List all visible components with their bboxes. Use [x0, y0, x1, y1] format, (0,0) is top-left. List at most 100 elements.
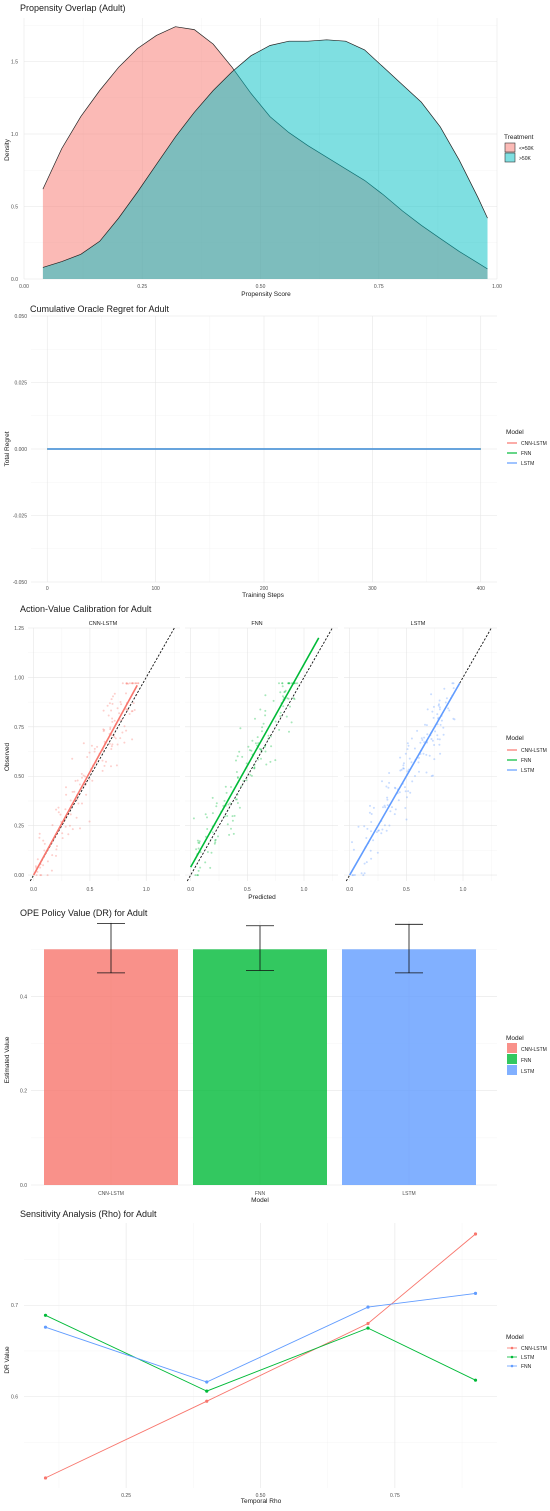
calibration-point-lstm	[369, 849, 372, 852]
calibration-point-cnn-lstm	[108, 702, 111, 705]
calibration-point-fnn	[288, 682, 291, 685]
facet-label-lstm: LSTM	[411, 621, 426, 627]
calibration-point-cnn-lstm	[57, 806, 60, 809]
calibration-point-lstm	[370, 821, 373, 823]
calibration-point-lstm	[357, 825, 360, 828]
calibration-point-lstm	[384, 806, 387, 809]
calibration-point-cnn-lstm	[115, 764, 118, 767]
calibration-point-lstm	[420, 737, 423, 740]
calibration-point-fnn	[279, 711, 282, 714]
propensity-legend-title: Treatment	[504, 134, 534, 141]
calibration-point-fnn	[251, 739, 254, 742]
calibration-point-cnn-lstm	[50, 869, 53, 872]
calibration-point-lstm	[385, 785, 388, 788]
calibration-point-fnn	[231, 819, 234, 822]
calibration-point-fnn	[214, 839, 217, 842]
calibration-y-tick-0-50: 0.50	[14, 774, 24, 780]
legend-swatch-le50k	[504, 142, 516, 153]
calibration-point-fnn	[267, 734, 270, 737]
calibration-point-fnn	[204, 835, 207, 838]
calibration-point-fnn	[232, 832, 235, 835]
calibration-point-cnn-lstm	[134, 682, 137, 685]
calibration-point-cnn-lstm	[110, 765, 112, 768]
regret-y-tick-0-025: -0.025	[13, 514, 27, 520]
calibration-point-lstm	[387, 786, 390, 789]
calibration-point-cnn-lstm	[121, 682, 124, 685]
calibration-point-lstm	[378, 829, 380, 832]
calibration-point-lstm	[417, 756, 420, 759]
calibration-point-fnn	[236, 755, 239, 758]
calibration-point-lstm	[376, 851, 379, 854]
regret-y-tick-0-050: 0.050	[14, 314, 27, 320]
ope-policy-value-panel: OPE Policy Value (DR) for Adult CNN-LSTM…	[4, 908, 547, 1204]
calibration-point-fnn	[274, 720, 277, 723]
calibration-point-lstm	[431, 774, 434, 777]
calibration-x-tick-1-0: 1.0	[143, 887, 150, 893]
calibration-point-fnn	[290, 721, 293, 724]
calibration-point-lstm	[398, 791, 401, 794]
ope-x-tick-fnn: FNN	[255, 1191, 266, 1197]
sensitivity-point-fnn	[366, 1305, 370, 1309]
calibration-point-lstm	[416, 729, 419, 732]
calibration-point-lstm	[440, 719, 443, 722]
calibration-point-cnn-lstm	[106, 704, 109, 707]
calibration-point-fnn	[287, 682, 290, 685]
calibration-point-fnn	[197, 869, 200, 872]
calibration-point-lstm	[410, 737, 413, 740]
calibration-point-fnn	[228, 833, 231, 836]
calibration-point-cnn-lstm	[34, 865, 37, 868]
calibration-point-cnn-lstm	[71, 757, 74, 760]
calibration-point-lstm	[438, 699, 441, 702]
calibration-point-lstm	[422, 752, 425, 755]
propensity-overlap-panel: Propensity Overlap (Adult) 0.00 0.25 0.50 0…	[4, 3, 534, 298]
ope-chart-title: OPE Policy Value (DR) for Adult	[20, 908, 148, 918]
calibration-point-cnn-lstm	[64, 808, 67, 811]
calibration-y-tick-0-00: 0.00	[14, 873, 24, 879]
calibration-point-fnn	[235, 771, 238, 773]
calibration-point-lstm	[438, 708, 441, 711]
calibration-point-lstm	[406, 770, 409, 773]
calibration-point-fnn	[236, 802, 239, 804]
calibration-y-tick-1-25: 1.25	[14, 626, 24, 632]
calibration-point-fnn	[239, 727, 242, 730]
calibration-point-fnn	[287, 697, 290, 700]
calibration-point-lstm	[439, 723, 442, 726]
calibration-point-cnn-lstm	[93, 750, 96, 753]
calibration-point-cnn-lstm	[126, 682, 128, 685]
calibration-point-cnn-lstm	[121, 731, 124, 734]
calibration-point-cnn-lstm	[55, 808, 58, 811]
calibration-point-lstm	[425, 753, 428, 756]
ope-legend-label-fnn: FNN	[521, 1058, 532, 1064]
regret-legend: Model CNN-LSTM FNN LSTM	[506, 429, 547, 467]
calibration-point-fnn	[253, 767, 256, 770]
calibration-fit-line-lstm	[348, 682, 461, 876]
propensity-chart-title: Propensity Overlap (Adult)	[20, 3, 126, 13]
calibration-point-cnn-lstm	[35, 874, 38, 877]
calibration-point-lstm	[407, 744, 410, 747]
calibration-point-fnn	[269, 735, 272, 738]
calibration-fit-line-cnn-lstm	[32, 684, 138, 876]
calibration-point-cnn-lstm	[125, 708, 128, 711]
calibration-point-cnn-lstm	[76, 798, 79, 801]
calibration-point-fnn	[235, 759, 237, 762]
calibration-point-fnn	[281, 685, 284, 688]
ope-bar-cnn-lstm	[44, 949, 178, 1185]
sensitivity-point-cnn-lstm	[473, 1232, 478, 1236]
calibration-y-ticks: 0.00 0.25 0.50 0.75 1.00 1.25	[14, 626, 24, 879]
calibration-point-cnn-lstm	[102, 709, 105, 712]
calibration-point-lstm	[402, 764, 405, 767]
calibration-point-fnn	[206, 851, 209, 853]
calibration-point-fnn	[264, 750, 267, 753]
calibration-point-cnn-lstm	[101, 769, 104, 772]
sensitivity-x-ticks: 0.25 0.50 0.75	[121, 1493, 400, 1499]
calibration-x-axis-label: Predicted	[248, 894, 276, 901]
calibration-point-lstm	[380, 832, 383, 835]
calibration-point-lstm	[426, 708, 429, 711]
propensity-y-ticks: 0.0 0.5 1.0 1.5	[11, 60, 18, 284]
calibration-point-lstm	[362, 874, 365, 877]
calibration-point-cnn-lstm	[86, 756, 89, 758]
calibration-point-fnn	[262, 722, 265, 725]
calibration-point-cnn-lstm	[57, 811, 60, 814]
calibration-point-cnn-lstm	[81, 802, 83, 805]
calibration-point-cnn-lstm	[85, 793, 88, 796]
